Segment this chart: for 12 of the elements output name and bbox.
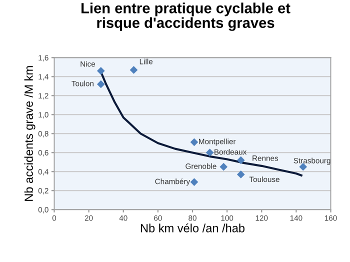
chart-title: Lien entre pratique cyclable et risque d'accidents graves bbox=[82, 2, 290, 31]
point bbox=[190, 138, 198, 146]
point bbox=[236, 156, 245, 164]
point bbox=[190, 178, 198, 186]
point bbox=[130, 66, 138, 74]
point bbox=[96, 67, 105, 75]
point bbox=[236, 170, 245, 178]
point bbox=[96, 80, 105, 88]
y-axis-title: Nb accidents grave /M km bbox=[24, 66, 36, 201]
point bbox=[206, 148, 214, 157]
point bbox=[220, 162, 228, 171]
x-axis-title: Nb km vélo /an /hab bbox=[140, 224, 245, 232]
